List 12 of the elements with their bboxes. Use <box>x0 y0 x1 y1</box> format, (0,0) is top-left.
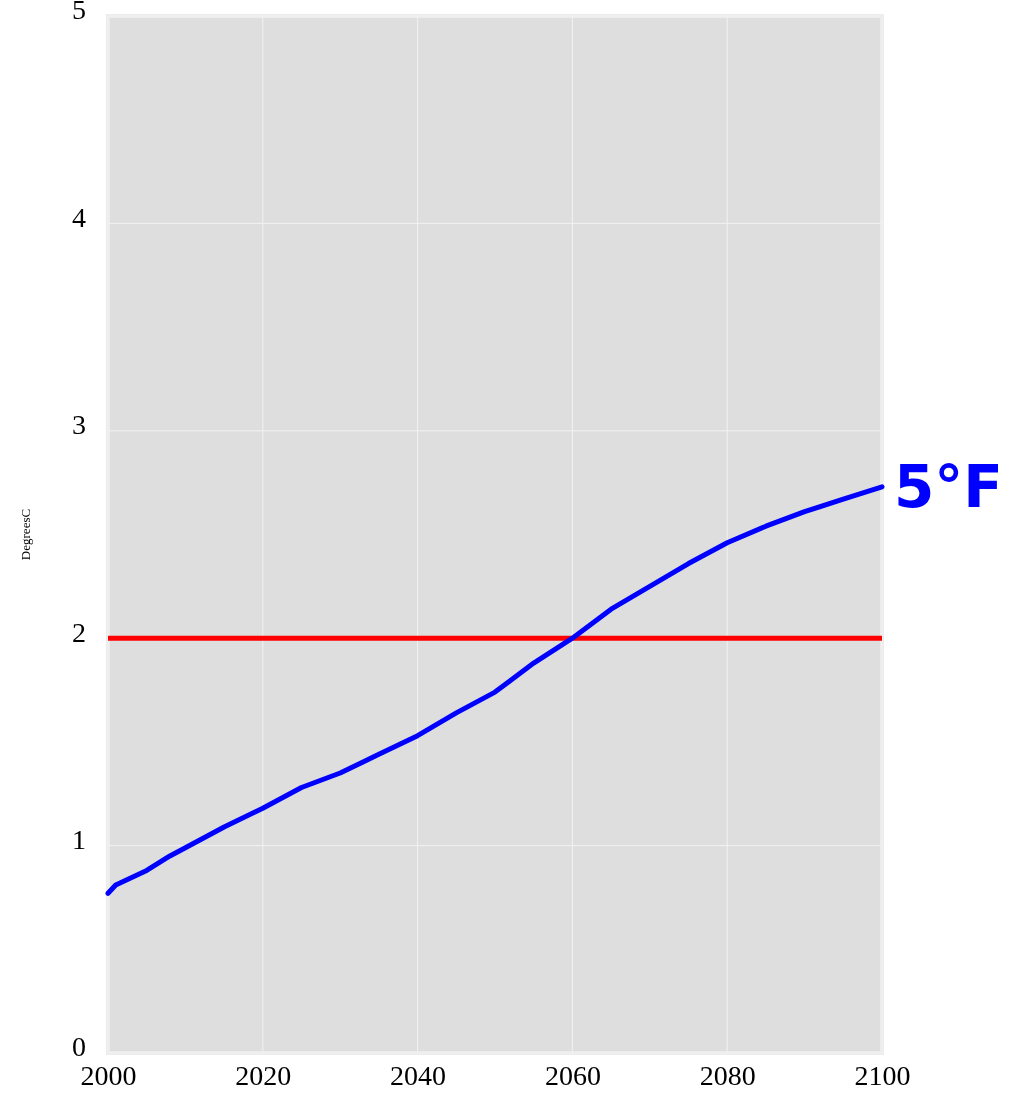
annotation: 5°F <box>894 453 1003 522</box>
y-tick-label: 5 <box>72 0 86 26</box>
x-tick-label: 2100 <box>854 1059 911 1091</box>
y-axis-title: DegreesC <box>18 508 33 561</box>
x-tick-label: 2060 <box>544 1059 601 1091</box>
y-tick-label: 4 <box>72 201 86 233</box>
x-tick-label: 2040 <box>390 1059 447 1091</box>
y-tick-label: 1 <box>72 823 86 855</box>
y-tick-label: 3 <box>72 409 86 441</box>
x-tick-label: 2020 <box>235 1059 292 1091</box>
x-tick-label: 2080 <box>699 1059 756 1091</box>
y-tick-label: 2 <box>72 616 86 648</box>
